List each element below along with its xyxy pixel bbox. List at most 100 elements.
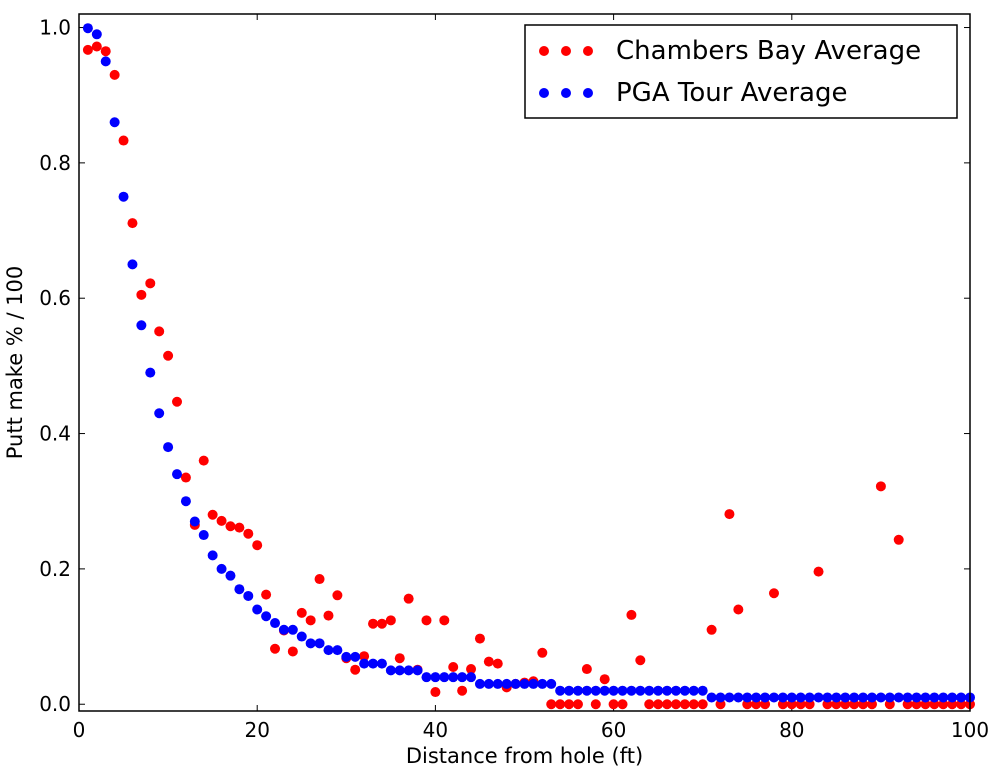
point-chambers-bay-average <box>813 566 824 577</box>
point-pga-tour-average <box>911 692 922 703</box>
point-chambers-bay-average <box>403 593 414 604</box>
point-pga-tour-average <box>189 516 200 527</box>
point-pga-tour-average <box>234 584 245 595</box>
point-chambers-bay-average <box>679 699 690 710</box>
point-pga-tour-average <box>207 550 218 561</box>
point-chambers-bay-average <box>599 674 610 685</box>
legend-label: Chambers Bay Average <box>616 36 921 66</box>
point-pga-tour-average <box>724 692 735 703</box>
point-pga-tour-average <box>466 672 477 683</box>
point-chambers-bay-average <box>421 615 432 626</box>
plot-frame <box>78 13 971 712</box>
x-axis-label: Distance from hole (ft) <box>406 744 643 768</box>
point-pga-tour-average <box>795 692 806 703</box>
legend: Chambers Bay Average PGA Tour Average <box>524 24 958 119</box>
point-pga-tour-average <box>368 658 379 669</box>
point-pga-tour-average <box>875 692 886 703</box>
point-pga-tour-average <box>430 672 441 683</box>
point-pga-tour-average <box>483 678 494 689</box>
point-pga-tour-average <box>804 692 815 703</box>
point-pga-tour-average <box>305 638 316 649</box>
point-pga-tour-average <box>777 692 788 703</box>
legend-label: PGA Tour Average <box>616 78 847 108</box>
x-tick-label: 60 <box>601 718 626 742</box>
point-pga-tour-average <box>359 658 370 669</box>
legend-marker <box>539 46 549 56</box>
y-tick-label: 0.8 <box>39 151 71 175</box>
point-pga-tour-average <box>421 672 432 683</box>
x-tick-label: 80 <box>779 718 804 742</box>
point-chambers-bay-average <box>697 699 708 710</box>
point-pga-tour-average <box>198 530 209 541</box>
point-pga-tour-average <box>670 685 681 696</box>
point-chambers-bay-average <box>537 647 548 658</box>
point-pga-tour-average <box>902 692 913 703</box>
point-pga-tour-average <box>858 692 869 703</box>
y-tick-label: 0.0 <box>39 692 71 716</box>
point-chambers-bay-average <box>768 588 779 599</box>
point-chambers-bay-average <box>368 618 379 629</box>
point-pga-tour-average <box>323 645 334 656</box>
point-pga-tour-average <box>385 665 396 676</box>
point-pga-tour-average <box>91 29 102 40</box>
point-pga-tour-average <box>519 678 530 689</box>
point-pga-tour-average <box>296 631 307 642</box>
x-tick-label: 0 <box>73 718 86 742</box>
point-pga-tour-average <box>546 678 557 689</box>
point-pga-tour-average <box>528 678 539 689</box>
point-chambers-bay-average <box>670 699 681 710</box>
legend-marker <box>539 88 549 98</box>
point-chambers-bay-average <box>492 658 503 669</box>
point-pga-tour-average <box>866 692 877 703</box>
point-pga-tour-average <box>920 692 931 703</box>
data-points <box>82 23 975 710</box>
point-chambers-bay-average <box>118 135 129 146</box>
point-pga-tour-average <box>474 678 485 689</box>
point-chambers-bay-average <box>359 651 370 662</box>
point-pga-tour-average <box>813 692 824 703</box>
point-pga-tour-average <box>760 692 771 703</box>
point-pga-tour-average <box>278 624 289 635</box>
point-pga-tour-average <box>180 496 191 507</box>
point-pga-tour-average <box>350 651 361 662</box>
point-pga-tour-average <box>394 665 405 676</box>
point-pga-tour-average <box>136 320 147 331</box>
legend-marker <box>561 88 571 98</box>
point-chambers-bay-average <box>225 521 236 532</box>
legend-marker <box>561 46 571 56</box>
point-chambers-bay-average <box>644 699 655 710</box>
point-chambers-bay-average <box>893 534 904 545</box>
point-chambers-bay-average <box>243 528 254 539</box>
point-chambers-bay-average <box>163 350 174 361</box>
point-pga-tour-average <box>590 685 601 696</box>
point-chambers-bay-average <box>234 522 245 533</box>
point-pga-tour-average <box>697 685 708 696</box>
point-chambers-bay-average <box>635 655 646 666</box>
point-pga-tour-average <box>252 604 263 615</box>
point-chambers-bay-average <box>572 699 583 710</box>
point-chambers-bay-average <box>394 653 405 664</box>
point-pga-tour-average <box>100 56 111 67</box>
point-pga-tour-average <box>510 678 521 689</box>
point-pga-tour-average <box>626 685 637 696</box>
point-chambers-bay-average <box>581 664 592 675</box>
point-chambers-bay-average <box>252 540 263 551</box>
point-chambers-bay-average <box>564 699 575 710</box>
y-tick-label: 0.6 <box>39 286 71 310</box>
point-chambers-bay-average <box>590 699 601 710</box>
point-chambers-bay-average <box>216 515 227 526</box>
point-pga-tour-average <box>617 685 628 696</box>
point-pga-tour-average <box>118 191 129 202</box>
point-chambers-bay-average <box>724 509 735 520</box>
point-chambers-bay-average <box>875 481 886 492</box>
legend-marker <box>583 46 593 56</box>
point-chambers-bay-average <box>100 46 111 57</box>
point-pga-tour-average <box>849 692 860 703</box>
y-axis-label: Putt make % / 100 <box>3 266 27 460</box>
point-pga-tour-average <box>243 590 254 601</box>
point-pga-tour-average <box>172 469 183 480</box>
point-pga-tour-average <box>706 692 717 703</box>
point-pga-tour-average <box>929 692 940 703</box>
point-chambers-bay-average <box>474 633 485 644</box>
